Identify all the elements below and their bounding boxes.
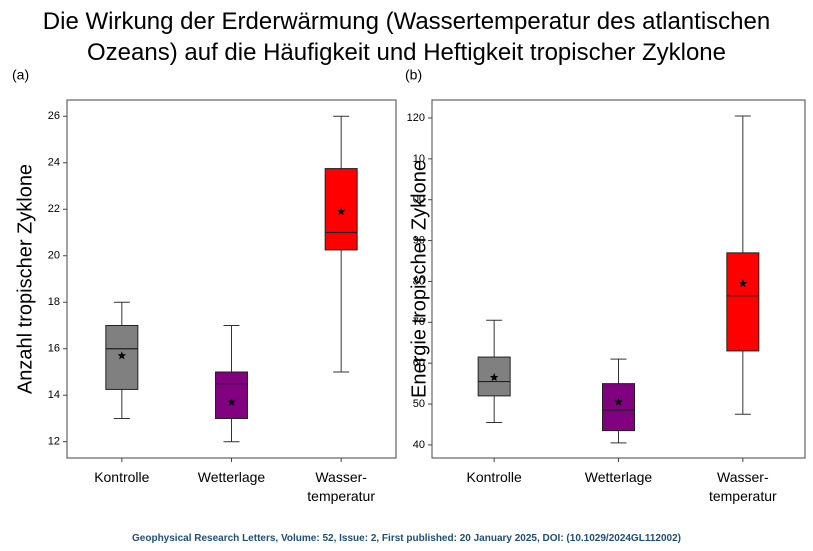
- y-tick-label: 10: [413, 153, 425, 165]
- y-tick-label: 60: [413, 357, 425, 369]
- y-tick-label: 18: [48, 296, 60, 308]
- mean-marker: [738, 279, 748, 288]
- x-tick-label: Wasser- temperatur: [708, 469, 777, 504]
- box: [215, 371, 248, 419]
- mean-marker: [336, 207, 346, 216]
- x-tick-label: Kontrolle: [94, 469, 150, 485]
- y-tick-label: 70: [413, 316, 425, 328]
- y-tick-label: 16: [48, 343, 60, 355]
- box: [726, 252, 760, 352]
- source: Geophysical Research Letters, Volume: 52…: [132, 533, 681, 544]
- y-tick-label: 20: [48, 250, 60, 262]
- x-tick-label: Wasser- temperatur: [307, 469, 375, 504]
- y-tick-label: 24: [48, 157, 60, 169]
- box: [602, 383, 635, 432]
- x-tick-label: Wetterlage: [584, 469, 653, 485]
- y-tick-label: 50: [413, 398, 425, 410]
- mean-marker: [614, 397, 623, 406]
- y-tick-label: 14: [48, 389, 60, 401]
- y-tick-label: 120: [407, 112, 425, 124]
- mean-marker: [227, 397, 236, 406]
- y-tick-label: 12: [48, 436, 60, 448]
- y-axis-label: Anzahl tropischer Zyklone: [14, 164, 36, 394]
- x-tick-label: Wetterlage: [197, 469, 266, 485]
- mean-marker: [117, 351, 127, 360]
- y-tick-label: 22: [48, 203, 60, 215]
- y-axis-label: Energie tropischer Zyklone: [408, 160, 430, 398]
- y-tick-label: 40: [413, 439, 425, 451]
- y-tick-label: 80: [413, 275, 425, 287]
- y-tick-label: 26: [48, 110, 60, 122]
- y-tick-label: 00: [413, 194, 425, 206]
- panel-label: (b): [405, 67, 422, 83]
- panel-label: (a): [12, 67, 29, 83]
- x-tick-label: Kontrolle: [466, 469, 522, 485]
- mean-marker: [489, 373, 499, 382]
- title: Die Wirkung der Erderwärmung (Wassertemp…: [42, 8, 771, 66]
- y-tick-label: 90: [413, 234, 425, 246]
